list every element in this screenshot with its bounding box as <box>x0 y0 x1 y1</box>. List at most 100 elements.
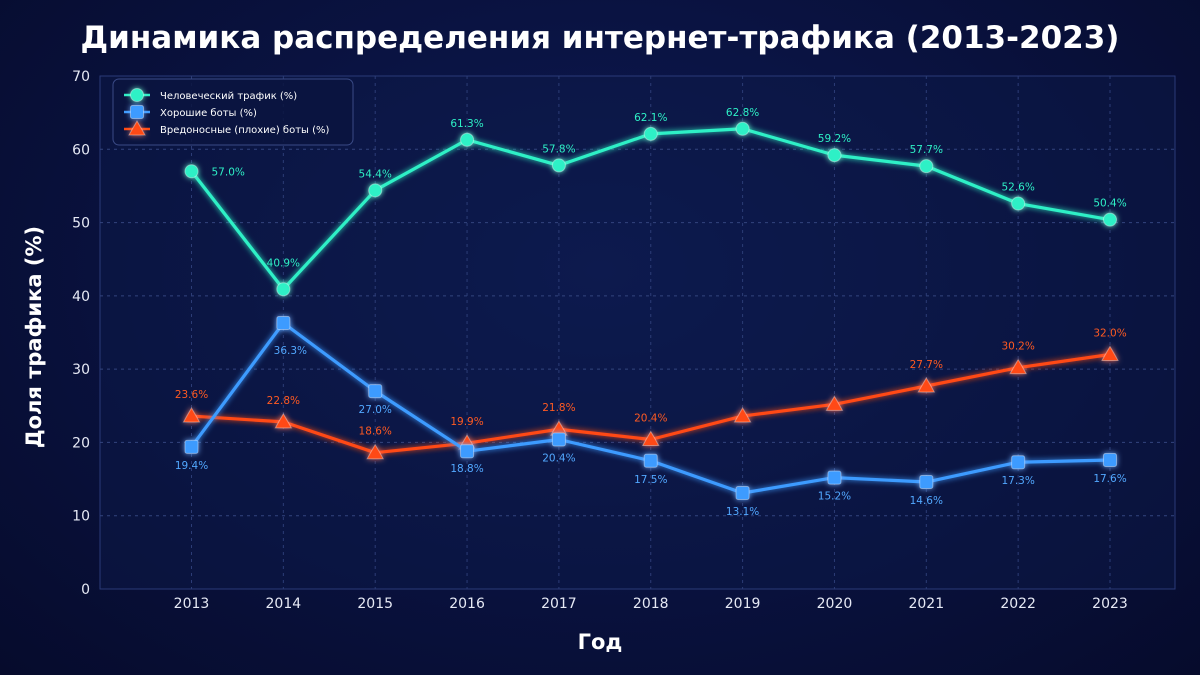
data-labels: 57.0% 40.9% 54.4% 61.3% 57.8% 62.1% 62.8% 59.2%… <box>175 107 1127 518</box>
y-tick-label: 30 <box>72 362 90 378</box>
data-point <box>735 121 750 136</box>
legend-item: Хорошие боты (%) <box>124 105 257 119</box>
y-tick-label: 60 <box>72 142 90 158</box>
data-point <box>551 432 566 447</box>
legend-marker <box>130 105 144 119</box>
x-tick-label: 2022 <box>1000 596 1036 612</box>
data-label: 61.3% <box>450 118 483 130</box>
data-point <box>1103 453 1117 468</box>
data-label: 32.0% <box>1093 327 1126 339</box>
data-label: 54.4% <box>359 168 392 180</box>
data-label: 57.8% <box>542 143 575 155</box>
data-point <box>825 395 844 411</box>
data-label: 22.8% <box>267 395 300 407</box>
data-point <box>1011 196 1026 211</box>
x-tick-label: 2017 <box>541 596 577 612</box>
data-point <box>917 376 936 393</box>
series-0 <box>184 121 1117 297</box>
data-point <box>274 412 293 429</box>
x-tick-label: 2021 <box>908 596 944 612</box>
y-tick-label: 10 <box>72 509 90 525</box>
y-axis-ticks: 0 10 20 30 40 50 60 70 <box>72 69 90 598</box>
data-label: 13.1% <box>726 506 759 518</box>
data-label: 62.8% <box>726 107 759 119</box>
data-label: 57.7% <box>910 144 943 156</box>
legend-marker <box>128 119 146 136</box>
data-label: 57.0% <box>212 166 245 178</box>
data-point <box>184 164 199 179</box>
data-point <box>366 443 385 460</box>
series-2 <box>182 345 1119 460</box>
x-tick-label: 2020 <box>817 596 853 612</box>
data-point <box>827 470 842 485</box>
y-tick-label: 0 <box>81 582 90 598</box>
plot-area <box>99 75 1176 590</box>
data-label: 19.4% <box>175 460 208 472</box>
legend: Человеческий трафик (%) Хорошие боты (%) В… <box>112 78 354 146</box>
data-label: 23.6% <box>175 389 208 401</box>
data-point <box>919 475 934 490</box>
y-tick-label: 50 <box>72 216 90 232</box>
x-tick-label: 2015 <box>357 596 393 612</box>
legend-label: Вредоносные (плохие) боты (%) <box>160 125 329 136</box>
data-point <box>919 159 934 174</box>
x-tick-label: 2013 <box>174 596 210 612</box>
data-label: 36.3% <box>274 345 307 357</box>
data-label: 20.4% <box>634 412 667 424</box>
data-point <box>368 183 383 198</box>
data-point <box>1011 455 1026 470</box>
series-1 <box>184 315 1117 500</box>
data-label: 62.1% <box>634 112 667 124</box>
data-point <box>1103 212 1117 227</box>
data-point <box>827 148 842 163</box>
data-point <box>460 132 475 147</box>
data-point <box>1009 358 1028 375</box>
x-tick-label: 2016 <box>449 596 485 612</box>
data-label: 59.2% <box>818 133 851 145</box>
data-point <box>182 407 201 423</box>
data-point <box>733 407 752 423</box>
data-point <box>1101 345 1119 361</box>
y-tick-label: 40 <box>72 289 90 305</box>
legend-item: Вредоносные (плохие) боты (%) <box>124 119 329 136</box>
x-tick-label: 2019 <box>725 596 761 612</box>
data-point <box>276 282 291 297</box>
legend-label: Хорошие боты (%) <box>160 108 257 119</box>
data-label: 18.8% <box>450 463 483 475</box>
data-label: 30.2% <box>1001 341 1034 353</box>
data-label: 18.6% <box>359 426 392 438</box>
x-tick-label: 2014 <box>266 596 302 612</box>
data-label: 27.0% <box>359 404 392 416</box>
data-label: 19.9% <box>450 416 483 428</box>
series-layer <box>182 121 1119 500</box>
data-point <box>368 384 383 399</box>
data-point <box>460 444 475 459</box>
data-label: 17.6% <box>1093 473 1126 485</box>
x-tick-label: 2018 <box>633 596 669 612</box>
data-point <box>184 439 199 454</box>
y-axis-title: Доля трафика (%) <box>22 226 46 448</box>
data-point <box>643 453 658 468</box>
data-label: 15.2% <box>818 491 851 503</box>
legend-box <box>112 78 354 146</box>
chart-title: Динамика распределения интернет-трафика … <box>81 20 1120 56</box>
x-axis-ticks: 2013 2014 2015 2016 2017 2018 2019 2020 2021 2022… <box>174 596 1128 612</box>
y-tick-label: 70 <box>72 69 90 85</box>
data-point <box>643 126 658 141</box>
data-label: 14.6% <box>910 495 943 507</box>
data-label: 50.4% <box>1093 198 1126 210</box>
x-axis-title: Год <box>578 630 623 654</box>
data-point <box>641 430 660 446</box>
data-label: 52.6% <box>1001 182 1034 194</box>
data-point <box>276 315 291 330</box>
data-label: 17.3% <box>1001 475 1034 487</box>
data-label: 17.5% <box>634 474 667 486</box>
data-point <box>735 485 750 500</box>
x-tick-label: 2023 <box>1092 596 1128 612</box>
data-label: 20.4% <box>542 452 575 464</box>
legend-marker <box>130 88 144 102</box>
data-label: 27.7% <box>910 359 943 371</box>
data-label: 21.8% <box>542 402 575 414</box>
data-label: 40.9% <box>267 257 300 269</box>
